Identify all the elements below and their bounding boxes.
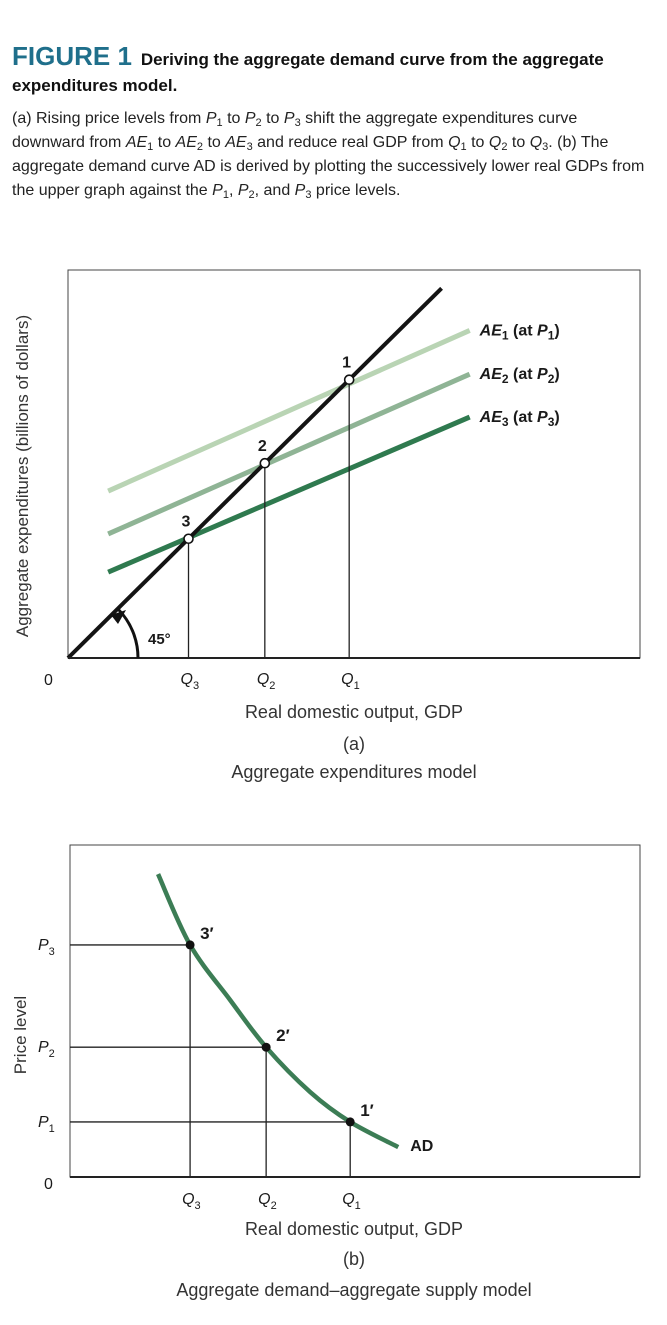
- panel-label-b: (b): [343, 1249, 365, 1269]
- x-tick-label-a-1: Q1: [341, 671, 360, 692]
- equilibrium-label-2: 2: [258, 438, 267, 455]
- y-tick-label-b-1: P1: [38, 1114, 55, 1135]
- equilibrium-label-1: 1: [342, 355, 351, 372]
- ad-point-2: [261, 1042, 271, 1052]
- x-axis-title-a: Real domestic output, GDP: [245, 702, 463, 722]
- caption-segment: , and: [254, 182, 295, 199]
- origin-label-a: 0: [44, 672, 53, 689]
- caption-segment: (a) Rising price levels from: [12, 110, 206, 127]
- caption-segment: P: [237, 182, 249, 199]
- ae2-label: AE2 (at P2): [479, 366, 560, 386]
- caption-segment: 1: [222, 189, 229, 201]
- caption-segment: Q: [488, 134, 502, 151]
- origin-label-b: 0: [44, 1176, 53, 1193]
- caption-segment: to: [222, 110, 245, 127]
- caption-segment: P: [212, 182, 223, 199]
- caption-segment: AE: [125, 134, 148, 151]
- ad-point-1: [345, 1117, 355, 1127]
- ae2-line: [107, 371, 471, 537]
- ae1-line: [107, 328, 471, 494]
- equilibrium-point-3: [183, 533, 194, 545]
- figure-header: FIGURE 1 Deriving the aggregate demand c…: [12, 41, 652, 203]
- caption-segment: 3: [542, 141, 549, 153]
- caption-segment: to: [203, 134, 226, 151]
- caption-segment: and reduce real GDP from: [252, 134, 449, 151]
- caption-segment: ,: [228, 182, 238, 199]
- y-axis-title-a: Aggregate expenditures (billions of doll…: [13, 315, 32, 637]
- caption-segment: AE: [175, 134, 197, 151]
- caption-segment: 3: [294, 117, 301, 129]
- caption-segment: P: [205, 110, 217, 127]
- caption-segment: shift the aggregate expenditures curve d…: [12, 110, 578, 151]
- caption-segment: 3: [246, 141, 253, 153]
- x-tick-label-a-2: Q2: [257, 671, 276, 692]
- ae3-line: [107, 414, 471, 575]
- figure-title: FIGURE 1 Deriving the aggregate demand c…: [12, 41, 652, 99]
- caption-segment: P: [283, 110, 295, 127]
- caption-segment: to: [153, 134, 176, 151]
- caption-segment: Q: [448, 134, 461, 151]
- ad-label: AD: [410, 1138, 433, 1155]
- y-axis-title-b: Price level: [11, 996, 30, 1074]
- figure-heading: Deriving the aggregate demand curve from…: [12, 50, 604, 95]
- equilibrium-point-2: [259, 457, 271, 469]
- equilibrium-label-3: 3: [182, 514, 191, 531]
- caption-segment: to: [261, 110, 284, 127]
- caption-segment: AE: [225, 134, 247, 151]
- figure-number: FIGURE 1: [12, 41, 132, 71]
- ad-point-label-1: 1′: [360, 1101, 374, 1120]
- caption-segment: 2: [196, 141, 203, 153]
- caption-segment: Q: [529, 134, 543, 151]
- angle-label: 45°: [148, 631, 171, 648]
- y-tick-label-b-2: P2: [38, 1039, 55, 1060]
- ae1-label: AE1 (at P1): [479, 322, 560, 342]
- x-tick-label-a-3: Q3: [181, 671, 200, 692]
- caption-segment: P: [244, 110, 256, 127]
- equilibrium-point-1: [343, 374, 355, 386]
- caption-segment: price levels.: [311, 182, 401, 199]
- angle-arrow-head: [111, 610, 126, 624]
- caption-segment: 1: [460, 141, 467, 153]
- x-tick-label-b-2: Q2: [258, 1191, 277, 1212]
- figure-caption: (a) Rising price levels from P1 to P2 to…: [12, 107, 652, 203]
- panel-label-a: (a): [343, 734, 365, 754]
- forty-five-degree-line: [66, 286, 443, 660]
- panel-subtitle-b: Aggregate demand–aggregate supply model: [176, 1280, 531, 1300]
- ad-point-3: [185, 940, 195, 950]
- y-tick-label-b-3: P3: [38, 937, 55, 958]
- caption-segment: 1: [216, 117, 223, 129]
- caption-segment: 2: [248, 189, 255, 201]
- caption-segment: 2: [255, 117, 262, 129]
- caption-segment: . (b) The aggregate demand curve AD is d…: [12, 134, 645, 199]
- ad-point-label-2: 2′: [276, 1026, 290, 1045]
- x-tick-label-b-1: Q1: [342, 1191, 361, 1212]
- ad-point-label-3: 3′: [200, 924, 214, 943]
- caption-segment: 3: [305, 189, 312, 201]
- x-tick-label-b-3: Q3: [182, 1191, 201, 1212]
- panel-subtitle-a: Aggregate expenditures model: [231, 762, 476, 782]
- caption-segment: to: [466, 134, 489, 151]
- x-axis-title-b: Real domestic output, GDP: [245, 1219, 463, 1239]
- ae3-label: AE3 (at P3): [479, 409, 560, 429]
- caption-segment: to: [507, 134, 530, 151]
- caption-segment: P: [294, 182, 306, 199]
- chart-aggregate-expenditures: 1 2 3 AE1 (at P1) AE2 (at P2) AE3 (at P3) 45° Q…: [13, 269, 641, 782]
- caption-segment: 1: [147, 141, 154, 153]
- caption-segment: 2: [501, 141, 508, 153]
